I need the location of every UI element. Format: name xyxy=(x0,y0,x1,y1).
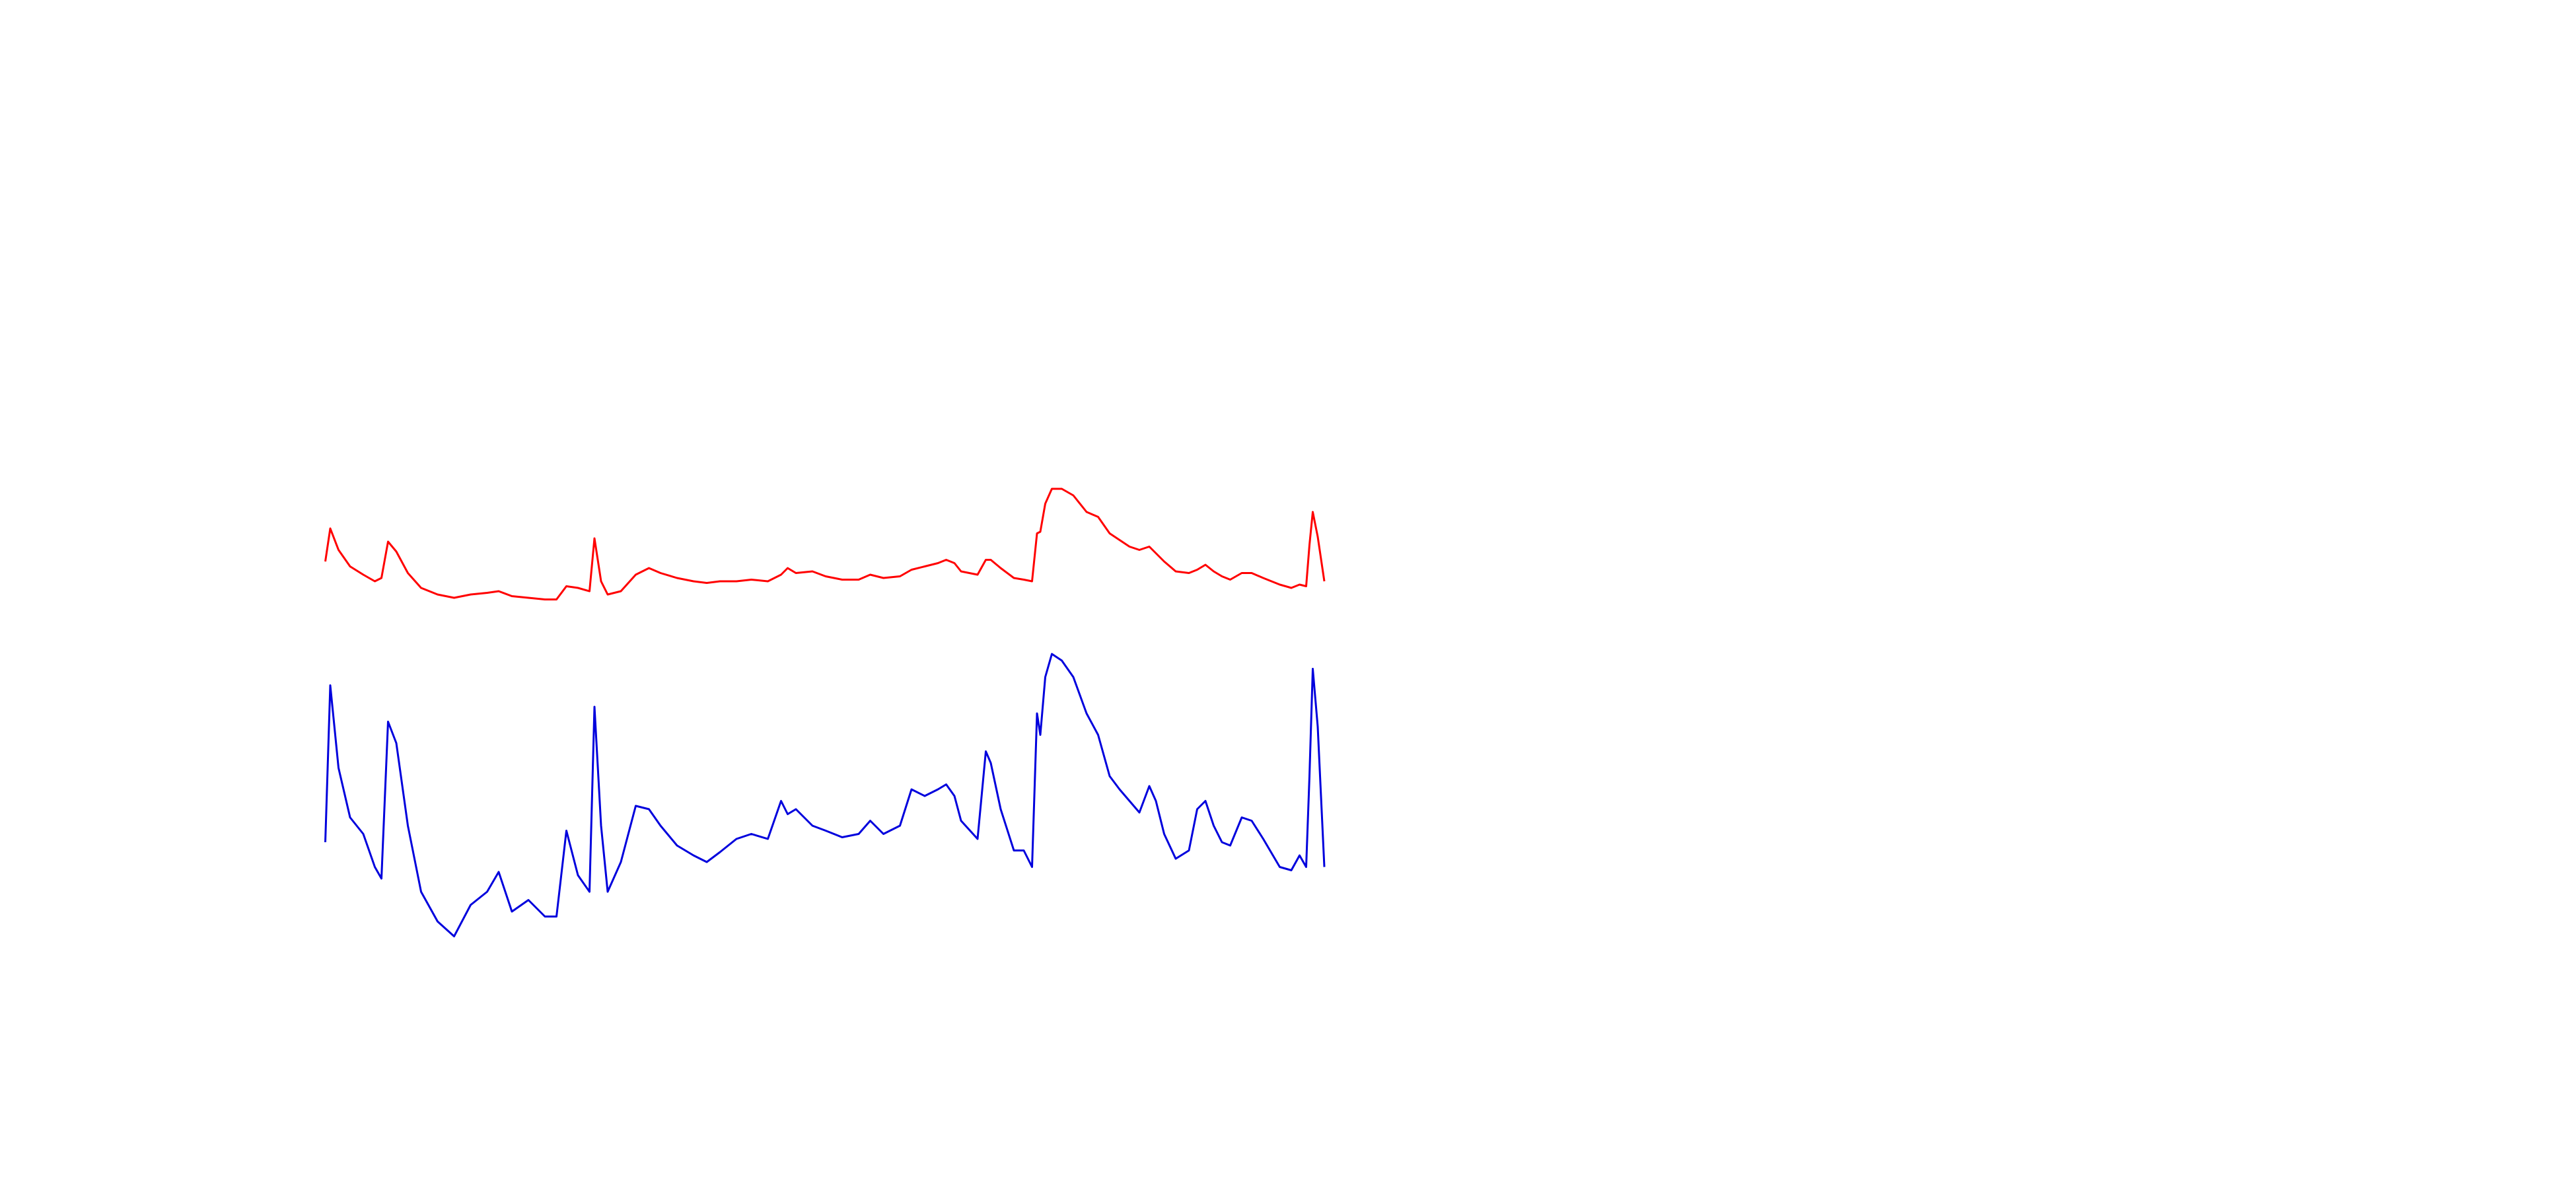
line-series xyxy=(324,487,1326,600)
line-series xyxy=(324,653,1326,937)
